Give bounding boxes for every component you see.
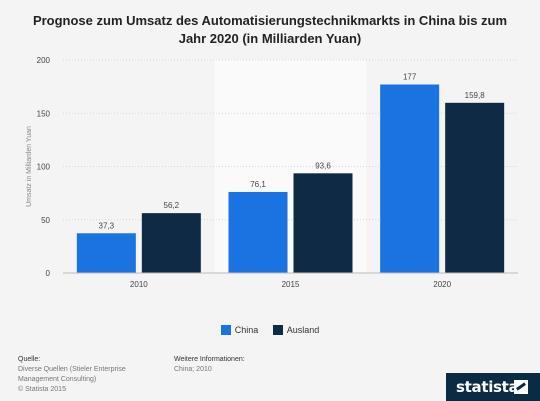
bar-ausland-2010 [141,213,201,273]
copyright-line: © Statista 2015 [18,386,66,393]
y-tick-label: 50 [41,216,50,225]
legend-item-china[interactable]: China [220,325,259,335]
source-line: Diverse Quellen (Stieler Enterprise Mana… [18,366,126,383]
y-tick-label: 200 [37,56,51,65]
info-block: Weitere Informationen: China; 2010 [174,355,245,375]
y-tick-label: 100 [37,163,51,172]
bar-ausland-2015 [293,173,353,273]
bar-china-2020 [380,84,440,274]
source-heading: Quelle: [18,356,41,363]
y-tick-label: 150 [37,109,51,118]
x-tick-label: 2015 [282,280,300,289]
legend-swatch-china [220,325,231,335]
x-tick-label: 2010 [130,280,148,289]
data-label: 159,8 [465,91,486,100]
bar-china-2015 [228,191,288,273]
data-label: 93,6 [315,161,331,170]
source-block: Quelle: Diverse Quellen (Stieler Enterpr… [18,355,168,395]
y-tick-label: 0 [46,269,51,278]
legend-swatch-ausland [272,325,283,335]
legend-label-ausland: Ausland [286,325,320,335]
info-heading: Weitere Informationen: [174,356,245,363]
chart-title: Prognose zum Umsatz des Automatisierungs… [32,13,508,46]
logo-text: statista [456,378,519,396]
data-label: 56,2 [164,201,180,210]
x-tick-label: 2020 [433,280,451,289]
info-text: China; 2010 [174,366,212,373]
legend-label-china: China [234,325,259,335]
legend: China Ausland [0,325,540,337]
data-label: 177 [403,72,417,81]
bar-china-2010 [76,233,136,273]
bar-ausland-2020 [445,102,505,273]
data-label: 37,3 [99,221,115,230]
legend-item-ausland[interactable]: Ausland [272,325,320,335]
statista-arrow-icon [514,380,528,394]
statista-logo[interactable]: statista [446,373,540,401]
y-axis-label: Umsatz in Milliarden Yuan [26,126,33,207]
data-label: 76,1 [250,180,266,189]
